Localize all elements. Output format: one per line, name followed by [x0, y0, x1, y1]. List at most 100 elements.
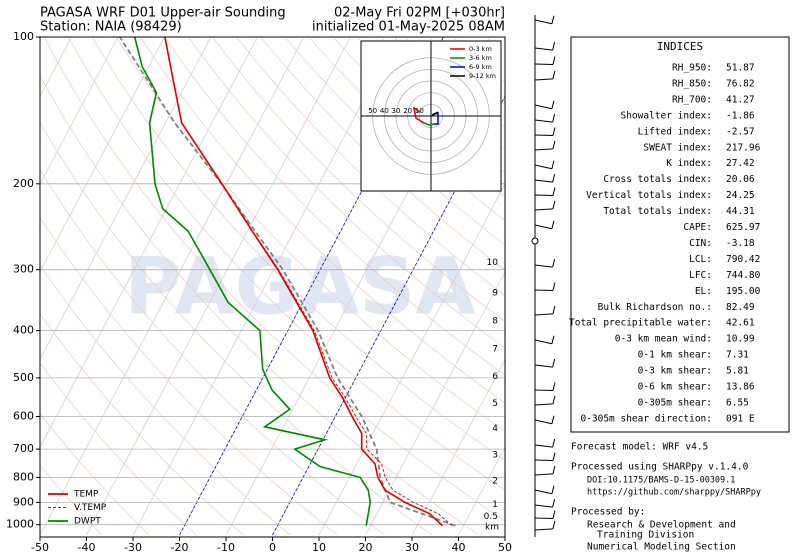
legend-label: TEMP: [73, 490, 99, 500]
dry-adiabat: [43, 37, 505, 522]
hodo-ring-label: 20: [403, 107, 412, 115]
barb-shaft: [534, 459, 553, 462]
barb-flag: [552, 174, 556, 183]
barb-flag: [551, 15, 555, 24]
footer-line: Forecast model: WRF v4.5: [571, 442, 708, 453]
footer-line: Processed using SHARPpy v.1.4.0: [571, 462, 749, 473]
index-value: -3.18: [726, 238, 755, 249]
height-label: 9: [492, 289, 498, 299]
height-label: 7: [492, 344, 498, 354]
height-label: 8: [492, 316, 498, 326]
index-label: CIN:: [689, 238, 712, 249]
barb-flag: [552, 127, 556, 136]
profile-line: [133, 37, 372, 526]
index-value: 20.06: [726, 174, 755, 185]
y-tick-label: 400: [13, 324, 34, 337]
index-value: 82.49: [726, 302, 755, 313]
index-label: Cross totals index:: [603, 174, 712, 185]
barb-shaft: [534, 489, 553, 495]
barb-shaft: [534, 419, 553, 425]
dry-adiabat: [40, 122, 433, 536]
barb-shaft: [534, 313, 553, 316]
index-label: RH_850:: [672, 78, 712, 89]
index-label: 0-305m shear:: [638, 397, 712, 408]
chart-subtitle: Station: NAIA (98429): [40, 20, 182, 35]
calm-marker: [531, 237, 539, 245]
barb-flag: [552, 282, 556, 291]
index-value: -1.86: [726, 110, 755, 121]
barb-flag: [552, 452, 556, 461]
barb-shaft: [534, 517, 553, 520]
barb-shaft: [534, 208, 553, 211]
index-value: 744.80: [726, 270, 761, 281]
footer-line: DOI:10.1175/BAMS-D-15-00309.1: [587, 476, 735, 486]
dry-adiabat: [40, 168, 385, 536]
isotherm: [458, 446, 505, 536]
index-value: 13.86: [726, 382, 755, 393]
height-label: 1: [492, 500, 498, 510]
footer-line: Training Division: [597, 530, 694, 541]
height-label: 0.5: [484, 512, 498, 522]
dry-adiabat: [116, 37, 505, 432]
hodo-legend-label: 9-12 km: [469, 72, 496, 80]
barb-shaft: [534, 179, 553, 183]
barb-flag: [552, 305, 556, 315]
dry-adiabat: [40, 216, 338, 536]
height-label: 6: [492, 372, 498, 382]
dry-adiabat: [284, 37, 505, 246]
index-value: 27.42: [726, 158, 755, 169]
footer-line: Research & Development and: [587, 520, 736, 531]
y-tick-label: 1000: [6, 518, 34, 531]
index-value: 195.00: [726, 286, 761, 297]
isotherm: [40, 37, 212, 361]
barb-flag: [551, 220, 555, 229]
barb-flag: [552, 114, 556, 123]
index-label: RH_950:: [672, 63, 712, 74]
barb-flag: [552, 259, 556, 268]
barb-shaft: [534, 63, 553, 66]
barb-shaft: [534, 339, 553, 345]
index-value: 7.31: [726, 350, 749, 361]
index-label: RH_700:: [672, 94, 712, 105]
height-label: 3: [492, 450, 498, 460]
isotherm: [411, 358, 505, 536]
index-value: 217.96: [726, 142, 761, 153]
barb-shaft: [534, 19, 553, 25]
height-label: 5: [492, 399, 498, 409]
barb-flag: [552, 439, 556, 448]
barb-flag: [551, 335, 555, 344]
index-label: 0-3 km mean wind:: [615, 334, 712, 345]
y-tick-label: 900: [13, 495, 34, 508]
isotherm: [40, 37, 165, 273]
index-value: 41.27: [726, 94, 755, 105]
isotherm: [0, 37, 25, 535]
index-label: Vertical totals index:: [586, 190, 712, 201]
dry-adiabat: [188, 37, 505, 349]
barb-flag: [552, 70, 556, 80]
barb-flag: [552, 395, 556, 405]
barb-shaft: [534, 364, 553, 368]
x-tick-label: -50: [31, 541, 49, 554]
index-value: 10.99: [726, 334, 755, 345]
barb-shaft: [534, 504, 553, 508]
barb-shaft: [534, 47, 553, 51]
index-label: SWEAT index:: [643, 142, 712, 153]
hodo-ring-label: 50: [368, 107, 377, 115]
index-label: Total precipitable water:: [569, 318, 712, 329]
dry-adiabat: [40, 464, 102, 536]
barb-shaft: [534, 119, 553, 123]
legend-label: DWPT: [74, 517, 101, 527]
hodo-line: [412, 106, 425, 124]
footer-line: Numerical Modeling Section: [587, 542, 736, 553]
barb-flag: [551, 415, 555, 424]
barb-flag: [552, 187, 556, 196]
barb-shaft: [534, 148, 553, 151]
barb-flag: [551, 160, 555, 169]
dry-adiabat: [236, 37, 505, 296]
index-label: 0-1 km shear:: [638, 350, 712, 361]
hodo-line: [423, 122, 435, 126]
barb-flag: [552, 382, 556, 391]
x-tick-label: -20: [171, 541, 189, 554]
dry-adiabat: [40, 413, 150, 536]
